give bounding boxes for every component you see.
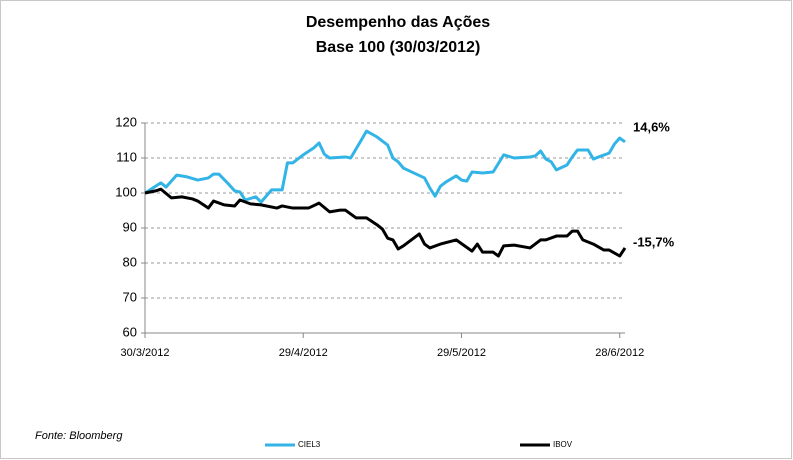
chart-subtitle: Base 100 (30/03/2012) (316, 39, 481, 56)
x-tick-label: 30/3/2012 (121, 347, 170, 359)
series-line (144, 129, 626, 204)
source-note: Fonte: Bloomberg (35, 430, 123, 442)
legend-label: CIEL3 (298, 440, 321, 449)
y-tick-label: 90 (123, 219, 137, 234)
x-tick-label: 29/5/2012 (437, 347, 486, 359)
y-tick-label: 120 (115, 114, 137, 129)
y-tick-label: 70 (123, 289, 137, 304)
end-label: -15,7% (633, 234, 675, 249)
x-tick-label: 28/6/2012 (595, 347, 644, 359)
y-tick-label: 100 (115, 184, 137, 199)
y-tick-label: 60 (123, 324, 137, 339)
x-tick-label: 29/4/2012 (279, 347, 328, 359)
y-tick-label: 110 (116, 149, 137, 164)
end-label: 14,6% (633, 119, 670, 134)
y-tick-label: 80 (123, 254, 137, 269)
legend-label: IBOV (553, 440, 573, 449)
series-line (144, 187, 627, 258)
chart-title: Desempenho das Ações (306, 14, 490, 31)
